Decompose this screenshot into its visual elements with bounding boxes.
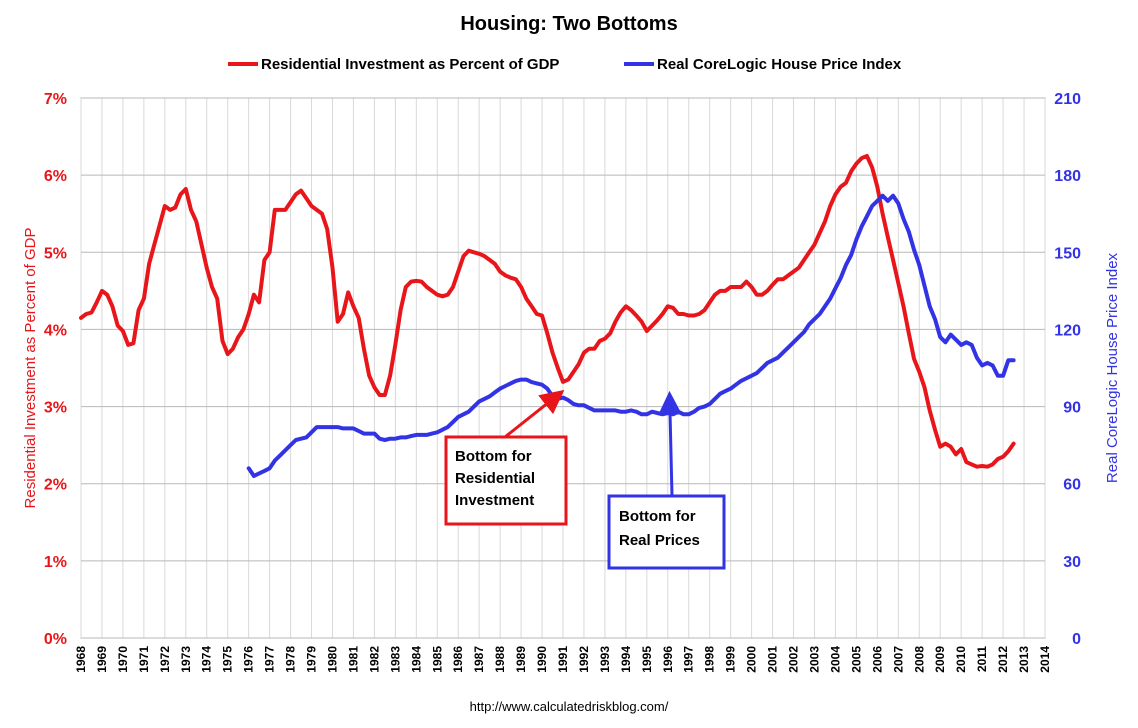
- annotation-arrow: [504, 389, 565, 439]
- x-tick-label: 2011: [975, 646, 989, 672]
- x-tick-label: 2013: [1017, 646, 1031, 673]
- x-tick-label: 1987: [472, 646, 486, 673]
- chart-title: Housing: Two Bottoms: [460, 13, 677, 35]
- x-tick-label: 1993: [598, 646, 612, 673]
- footer-url: http://www.calculatedriskblog.com/: [470, 699, 669, 714]
- series-line-house-price-index: [246, 193, 1016, 478]
- x-tick-label: 1981: [346, 646, 360, 673]
- y-tick-label-right: 150: [1054, 245, 1081, 262]
- x-tick-label: 2009: [933, 646, 947, 673]
- y-axis-left-label: Residential Investment as Percent of GDP: [22, 228, 39, 509]
- x-tick-label: 1970: [116, 646, 130, 673]
- x-tick-label: 1999: [724, 646, 738, 673]
- x-tick-label: 1984: [409, 646, 423, 673]
- annotation-box: [444, 435, 568, 526]
- y-tick-label-right: 180: [1054, 168, 1081, 185]
- series-line-residential-investment: [79, 153, 1016, 469]
- x-tick-label: 2000: [745, 646, 759, 673]
- x-tick-label: 1977: [263, 646, 277, 673]
- x-tick-label: 1973: [179, 646, 193, 673]
- x-tick-label: 2004: [828, 646, 842, 673]
- x-tick-label: 1989: [514, 646, 528, 673]
- x-tick-label: 1996: [661, 646, 675, 673]
- x-tick-label: 2007: [891, 646, 905, 673]
- x-tick-label: 1994: [619, 646, 633, 673]
- annotation-text: Real Prices: [619, 532, 700, 549]
- x-tick-label: 2014: [1038, 646, 1052, 673]
- x-tick-label: 1983: [388, 646, 402, 673]
- y-tick-label-left: 0%: [44, 631, 67, 648]
- legend-label-price-index: Real CoreLogic House Price Index: [657, 56, 902, 73]
- y-tick-label-right: 210: [1054, 91, 1081, 108]
- annotation-text: Residential: [455, 470, 535, 487]
- y-tick-label-left: 2%: [44, 477, 67, 494]
- x-tick-label: 2012: [996, 646, 1010, 673]
- y-tick-label-left: 3%: [44, 400, 67, 417]
- x-tick-label: 2002: [787, 646, 801, 673]
- x-tick-label: 1975: [221, 646, 235, 673]
- y-tick-label-left: 5%: [44, 245, 67, 262]
- x-tick-label: 1968: [74, 646, 88, 673]
- x-tick-label: 2001: [766, 646, 780, 673]
- x-tick-label: 1988: [493, 646, 507, 673]
- y-tick-label-left: 7%: [44, 91, 67, 108]
- annotation-arrow: [658, 390, 683, 497]
- y-axis-right-label: Real CoreLogic House Price Index: [1104, 252, 1121, 483]
- x-tick-label: 2010: [954, 646, 968, 673]
- x-tick-label: 1992: [577, 646, 591, 673]
- x-tick-label: 1976: [242, 646, 256, 673]
- y-tick-label-right: 30: [1063, 554, 1081, 571]
- x-tick-label: 1991: [556, 646, 570, 673]
- x-tick-label: 1998: [703, 646, 717, 673]
- x-tick-label: 1982: [367, 646, 381, 673]
- y-tick-label-right: 0: [1072, 631, 1081, 648]
- x-tick-label: 1995: [640, 646, 654, 673]
- x-tick-label: 1980: [325, 646, 339, 673]
- x-tick-label: 1979: [305, 646, 319, 673]
- annotation-box: [607, 494, 726, 570]
- x-tick-label: 2006: [870, 646, 884, 673]
- annotation-residential-bottom: Bottom for Residential Investment: [444, 389, 568, 526]
- x-tick-label: 1972: [158, 646, 172, 673]
- annotation-prices-bottom: Bottom for Real Prices: [607, 390, 726, 570]
- annotation-text: Bottom for: [619, 508, 696, 525]
- annotation-text: Bottom for: [455, 448, 532, 465]
- x-tick-label: 1971: [137, 646, 151, 673]
- x-tick-label: 1974: [200, 646, 214, 673]
- y-tick-label-left: 4%: [44, 322, 67, 339]
- annotation-text: Investment: [455, 492, 534, 509]
- x-tick-label: 1990: [535, 646, 549, 673]
- x-tick-label: 1978: [284, 646, 298, 673]
- x-tick-label: 2003: [807, 646, 821, 673]
- y-tick-label-right: 90: [1063, 400, 1081, 417]
- x-tick-label: 1969: [95, 646, 109, 673]
- y-tick-label-left: 6%: [44, 168, 67, 185]
- legend-label-residential: Residential Investment as Percent of GDP: [261, 56, 559, 73]
- y-tick-label-right: 120: [1054, 322, 1081, 339]
- x-tick-label: 2005: [849, 646, 863, 673]
- legend: Residential Investment as Percent of GDP…: [228, 56, 902, 73]
- x-tick-label: 1986: [451, 646, 465, 673]
- x-tick-label: 1985: [430, 646, 444, 673]
- y-tick-label-right: 60: [1063, 477, 1081, 494]
- y-tick-label-left: 1%: [44, 554, 67, 571]
- x-tick-label: 1997: [682, 646, 696, 673]
- x-tick-label: 2008: [912, 646, 926, 673]
